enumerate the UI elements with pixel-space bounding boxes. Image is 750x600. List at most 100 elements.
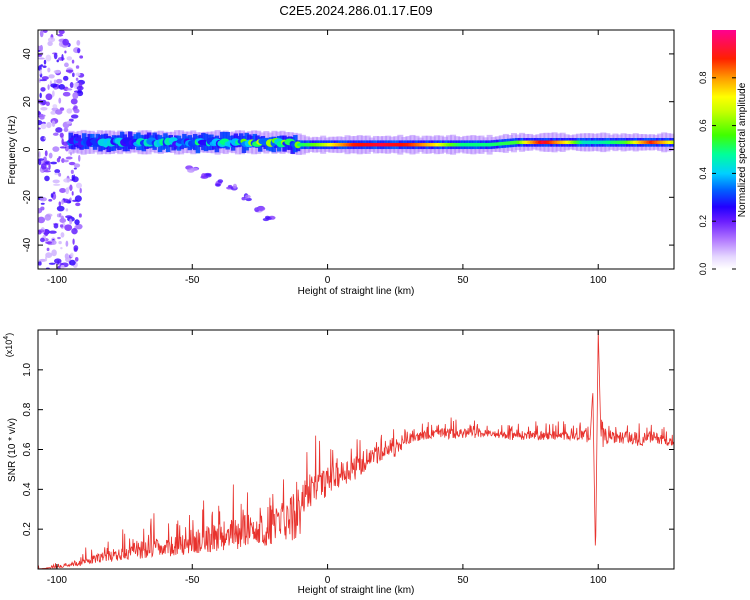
heatmap-noise-cell — [57, 33, 64, 37]
heatmap-noise-cell — [72, 238, 75, 245]
heatmap-noise-cell — [68, 161, 76, 166]
heatmap-noise-cell — [47, 84, 50, 90]
heatmap-noise-cell — [43, 170, 51, 173]
heatmap-noise-cell — [73, 105, 78, 110]
heatmap-noise-cell — [48, 198, 53, 202]
x-tick-label: -100 — [47, 275, 67, 286]
heatmap-noise-cell — [50, 193, 54, 198]
x-tick-label: -50 — [185, 575, 200, 586]
heatmap-noise-cell — [58, 84, 65, 90]
heatmap-noise-cell — [47, 37, 56, 43]
heatmap-noise-cell — [61, 158, 65, 164]
heatmap-noise-cell — [66, 56, 73, 61]
heatmap-noise-cell — [75, 65, 80, 69]
heatmap-noise-cell — [53, 52, 58, 60]
heatmap-noise-cell — [70, 169, 74, 174]
heatmap-branch-cell — [241, 196, 246, 201]
heatmap-noise-cell — [48, 262, 56, 265]
heatmap-noise-cell — [63, 127, 69, 133]
heatmap-noise-cell — [74, 195, 82, 203]
heatmap-noise-cell — [72, 92, 79, 100]
heatmap-noise-cell — [70, 252, 74, 258]
heatmap-noise-cell — [71, 59, 75, 64]
snr-panel: -100 -50 0 50 100 0.2 0.4 0.6 0.8 1.0 Height of s… — [3, 329, 675, 596]
snr-frame — [37, 329, 675, 570]
heatmap-noise-cell — [42, 65, 47, 68]
heatmap-noise-cell — [40, 237, 45, 243]
snr-xlabel: Height of straight line (km) — [298, 585, 415, 596]
heatmap-noise-cell — [45, 54, 52, 62]
heatmap-noise-cell — [75, 142, 80, 146]
heatmap-noise-cell — [53, 79, 57, 84]
heatmap-noise-cell — [60, 215, 65, 222]
heatmap-branch-cell — [264, 215, 271, 220]
heatmap-noise-cell — [60, 246, 63, 250]
heatmap-noise-cell — [54, 169, 61, 174]
heatmap-noise-cell — [50, 240, 57, 245]
heatmap-noise-cell — [52, 132, 59, 136]
heatmap-noise-cell — [40, 64, 43, 67]
heatmap-noise-cell — [45, 101, 50, 107]
heatmap-ridge-cell — [670, 140, 674, 145]
heatmap-noise-cell — [47, 67, 51, 73]
heatmap-noise-cell — [54, 258, 62, 264]
heatmap-noise-cell — [69, 184, 73, 191]
heatmap-noise-cell — [64, 224, 73, 231]
y-tick-label: 0 — [22, 146, 33, 152]
spectrogram-axes: -100 -50 0 50 100 -40 -20 0 20 40 — [22, 30, 674, 286]
snr-multiplier-base: (x10 — [4, 340, 14, 358]
heatmap-noise-cell — [61, 199, 64, 205]
heatmap-noise-cell — [48, 230, 57, 234]
colorbar-tick-label: 0.0 — [698, 263, 708, 276]
heatmap-noise-cell — [38, 258, 47, 262]
heatmap-noise-cell — [69, 218, 73, 225]
heatmap-noise-cell — [59, 146, 67, 149]
x-tick-label: 50 — [457, 575, 469, 586]
heatmap-noise-cell — [38, 49, 41, 52]
heatmap-noise-cell — [40, 87, 46, 92]
snr-multiplier-exp: 4 — [3, 336, 10, 340]
heatmap-noise-cell — [43, 156, 47, 162]
heatmap-noise-cell — [71, 191, 74, 196]
heatmap-noise-cell — [50, 161, 58, 165]
heatmap-noise-cell — [55, 109, 63, 115]
heatmap-noise-cell — [75, 77, 79, 81]
heatmap-noise-cell — [62, 198, 70, 203]
heatmap-noise-cell — [55, 127, 63, 133]
heatmap-noise-cell — [79, 55, 84, 59]
heatmap-branch-cell — [232, 183, 237, 189]
heatmap-noise-cell — [61, 54, 64, 61]
heatmap-noise-cell — [63, 159, 69, 163]
heatmap-noise-cell — [51, 120, 56, 128]
heatmap-noise-cell — [39, 30, 44, 38]
colorbar: 0.0 0.2 0.4 0.6 0.8 Normalized spectral ampl… — [698, 30, 748, 275]
heatmap-noise-cell — [52, 146, 60, 152]
heatmap-noise-cell — [58, 201, 62, 207]
heatmap-noise-cell — [71, 174, 74, 181]
snr-axes: -100 -50 0 50 100 0.2 0.4 0.6 0.8 1.0 — [22, 330, 674, 586]
heatmap-noise-cell — [38, 216, 46, 224]
snr-line — [38, 330, 674, 569]
heatmap-noise-cell — [52, 104, 58, 109]
heatmap-noise-cell — [75, 72, 81, 77]
heatmap-noise-cell — [64, 144, 69, 152]
y-tick-label: 0.2 — [22, 522, 33, 536]
colorbar-label: Normalized spectral amplitude — [737, 82, 748, 217]
heatmap-noise-cell — [62, 91, 71, 97]
colorbar-tick-label: 0.4 — [698, 167, 708, 180]
y-tick-label: -40 — [22, 237, 33, 252]
heatmap-noise-cell — [57, 236, 61, 240]
heatmap-branch-cell — [227, 184, 233, 188]
heatmap-noise-cell — [76, 39, 81, 46]
y-tick-label: 20 — [22, 96, 33, 108]
heatmap-noise-cell — [79, 187, 82, 194]
heatmap-noise-cell — [48, 152, 53, 159]
spectrogram-heatmap — [38, 30, 674, 269]
heatmap-noise-cell — [58, 213, 62, 218]
spectrogram-panel: -100 -50 0 50 100 -40 -20 0 20 40 Height of strai… — [7, 29, 675, 297]
heatmap-branch-cell — [257, 206, 266, 211]
heatmap-noise-cell — [59, 224, 64, 228]
heatmap-noise-cell — [63, 178, 71, 183]
heatmap-noise-cell — [48, 74, 55, 79]
heatmap-noise-cell — [64, 62, 69, 68]
